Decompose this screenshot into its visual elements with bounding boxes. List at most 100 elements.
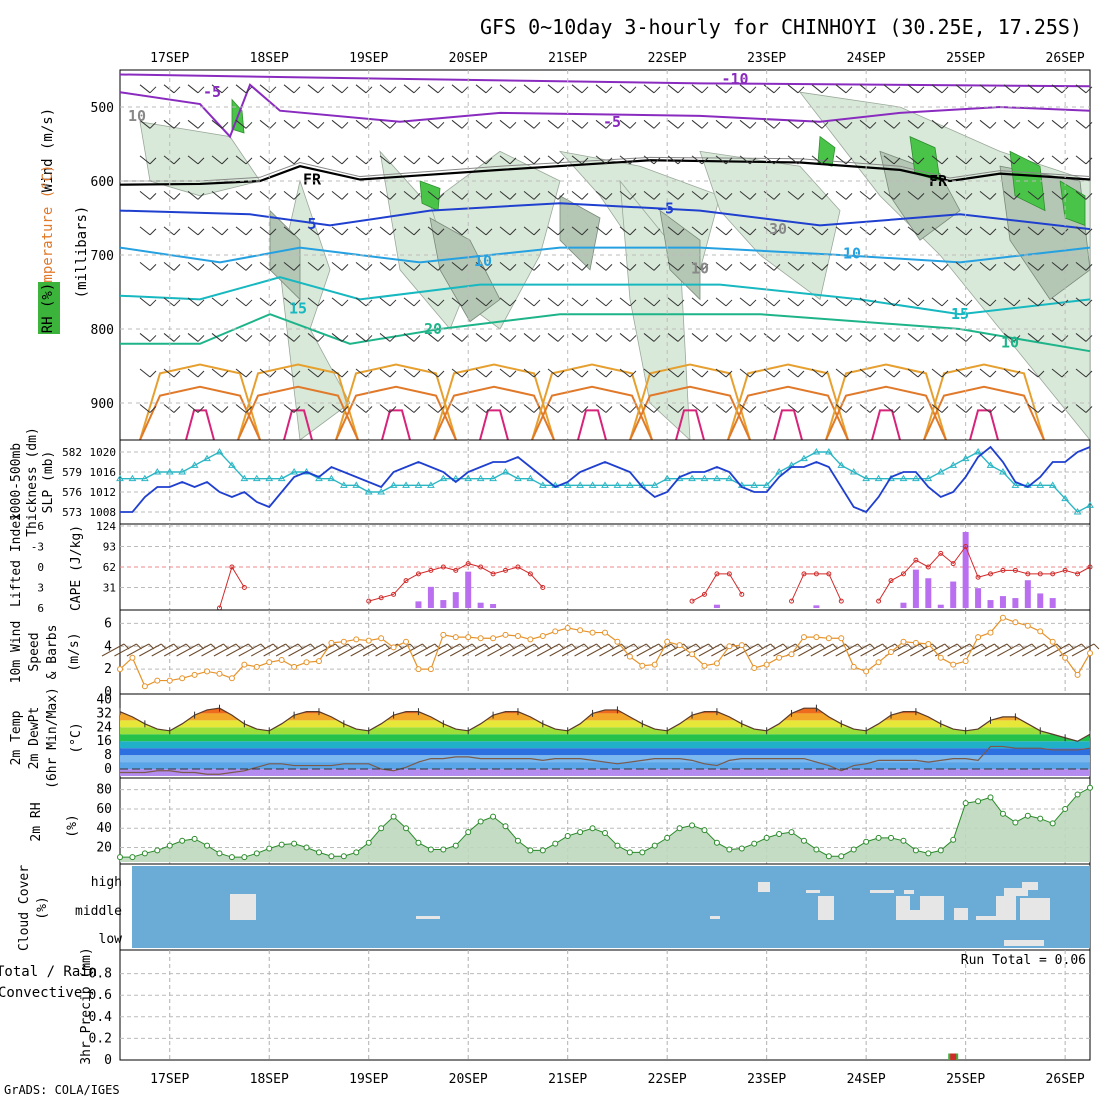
wind-barb: [259, 226, 271, 236]
li-point: [888, 578, 894, 584]
wind-barb-flag: [197, 406, 205, 413]
wind-barb: [355, 226, 367, 236]
wind-barb-flag: [893, 121, 901, 129]
wind-barb-flag: [677, 193, 685, 200]
rh-point: [1012, 819, 1019, 826]
wind-barb: [595, 84, 607, 94]
wind-barb: [499, 297, 511, 307]
wind-barb: [787, 404, 799, 413]
wind-barb: [835, 404, 847, 413]
wind-barb: [691, 368, 703, 378]
wind-barb: [475, 404, 487, 413]
li-point: [453, 567, 459, 573]
wind-barb-flag: [149, 264, 157, 271]
wind-barb: [787, 333, 799, 342]
cloud-block: [870, 890, 894, 893]
wind-barb: [811, 155, 823, 165]
wind-barb: [979, 262, 991, 271]
wind-barb: [523, 84, 535, 94]
wind-barb-flag: [773, 157, 781, 165]
wind-barb: [648, 643, 672, 657]
wind-barb-flag: [317, 121, 325, 129]
cape-tick-label: 62: [103, 561, 116, 574]
rh-shade-light: [699, 150, 841, 301]
dewpoint-series: [120, 745, 1091, 775]
li-point: [900, 571, 906, 577]
wind-barb-flag: [341, 370, 349, 378]
wind-barb-flag: [677, 86, 685, 94]
wind-barb: [187, 155, 199, 165]
wind-barb: [931, 190, 943, 200]
contour-label: -5: [203, 83, 221, 101]
temperature-contours: [119, 73, 1091, 441]
rh-point: [154, 847, 161, 854]
wind-barb: [187, 368, 199, 378]
thickness-point: [140, 474, 149, 482]
wind-barb: [187, 190, 199, 200]
wind-barb: [307, 226, 319, 236]
wind-barb-flag: [485, 335, 493, 342]
wind-speed-point: [975, 634, 982, 641]
wind-barb-flag: [557, 299, 565, 307]
wind-speed-point: [713, 660, 720, 667]
wind-barb-flag: [173, 264, 181, 271]
wind-barb-flag: [677, 299, 685, 307]
wind-barb-flag: [485, 299, 493, 307]
wind-barb-flag: [1013, 299, 1021, 307]
wind-barb-flag: [581, 370, 589, 378]
wind-barb: [763, 84, 775, 94]
rh-point: [129, 854, 136, 861]
wind-speed-point: [602, 629, 608, 636]
wind-barb-flag: [317, 157, 325, 165]
wind-barb-flag: [269, 264, 277, 271]
wind-speed-point: [925, 641, 932, 647]
thickness-point: [824, 448, 833, 455]
cape-bar: [465, 571, 472, 608]
wind-barb: [667, 333, 679, 342]
thickness-point: [315, 474, 323, 482]
wind-barb-flag: [941, 264, 949, 271]
wind-barb: [403, 119, 415, 129]
wind-barb-flag: [173, 86, 181, 94]
wind-barb-flag: [797, 264, 805, 271]
rh-point: [502, 823, 509, 830]
wind-barb: [331, 297, 343, 307]
wind-speed-point: [278, 657, 285, 663]
wind-barb: [462, 643, 485, 657]
wind-barb-flag: [389, 370, 397, 378]
wind-barb-flag: [341, 264, 349, 271]
wind-barb: [1027, 404, 1039, 413]
wind-barb-flag: [245, 86, 253, 94]
wind-barb: [643, 190, 655, 200]
wind-barb: [643, 155, 655, 165]
wind-speed-point: [527, 636, 534, 643]
rh-tick-label: 20: [96, 841, 112, 856]
wind-barb-flag: [989, 406, 997, 413]
wind-barb-flag: [941, 86, 949, 94]
wind-barb-flag: [989, 370, 997, 378]
wind-barb: [1027, 297, 1039, 307]
wind-speed-point: [751, 665, 758, 671]
wind-barb: [139, 297, 151, 307]
wind-barb-flag: [557, 121, 565, 129]
wind-barb-flag: [173, 335, 181, 342]
wind-barb-flag: [725, 121, 733, 129]
wind-barb-flag: [509, 121, 517, 129]
wind-barb-flag: [245, 121, 253, 129]
lifted-index-line: [216, 544, 1093, 611]
li-point: [838, 598, 844, 604]
wind-speed-point: [1024, 622, 1031, 629]
wind-speed-point: [191, 671, 198, 678]
cape-bar: [975, 588, 982, 608]
wind-barb: [907, 404, 919, 413]
wind-barb: [691, 226, 703, 236]
wind-barb: [499, 155, 511, 165]
rh-point: [315, 849, 322, 856]
wind-barb-flag: [269, 121, 277, 129]
ylabel-precip-b: Convective: [0, 985, 82, 1001]
wind-barb: [475, 119, 487, 129]
wind-barb: [1051, 155, 1063, 165]
wind-barb-flag: [1085, 86, 1093, 94]
cape-tick-label: 93: [103, 541, 116, 554]
wind-speed-point: [888, 649, 895, 655]
